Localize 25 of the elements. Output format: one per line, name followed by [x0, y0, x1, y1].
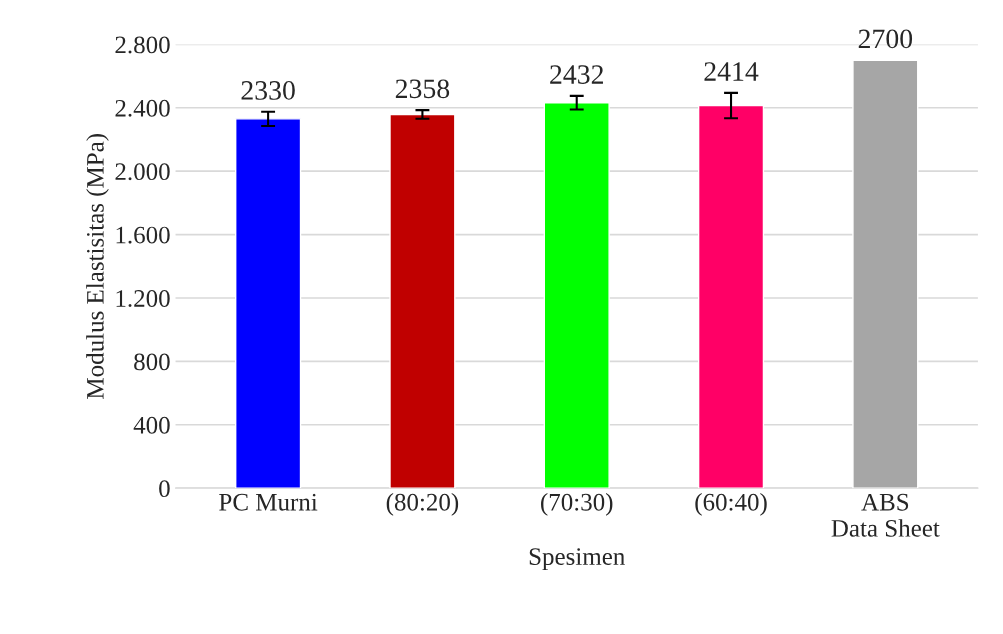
y-tick-label: 400	[133, 416, 170, 434]
x-axis-title: Spesimen	[529, 548, 625, 571]
y-tick-label: 2.000	[115, 163, 170, 181]
y-tick-label: 2.800	[115, 36, 170, 54]
bar	[697, 104, 765, 489]
y-axis-title: Modulus Elastisitas (MPa)	[86, 134, 109, 399]
data-label: 2358	[395, 79, 450, 99]
data-label: 2432	[550, 65, 603, 84]
x-tick-label: PC Murni	[219, 493, 318, 511]
data-label: 2414	[704, 62, 759, 81]
x-tick-label: (60:40)	[695, 493, 767, 516]
x-tick-label: (80:20)	[386, 493, 459, 516]
bar	[852, 59, 919, 489]
bar	[543, 102, 610, 489]
x-tick-label: ABS Data Sheet	[831, 493, 940, 537]
bar	[389, 113, 456, 489]
y-tick-label: 1.200	[116, 290, 170, 308]
y-tick-label: 1.600	[116, 226, 170, 244]
y-tick-label: 2.400	[115, 99, 170, 117]
data-label: 2330	[241, 81, 295, 100]
y-tick-label: 800	[134, 353, 170, 371]
data-label: 2700	[858, 29, 913, 49]
x-tick-label: (70:30)	[541, 493, 613, 516]
y-tick-label: 0	[159, 480, 170, 498]
bar	[235, 118, 302, 489]
